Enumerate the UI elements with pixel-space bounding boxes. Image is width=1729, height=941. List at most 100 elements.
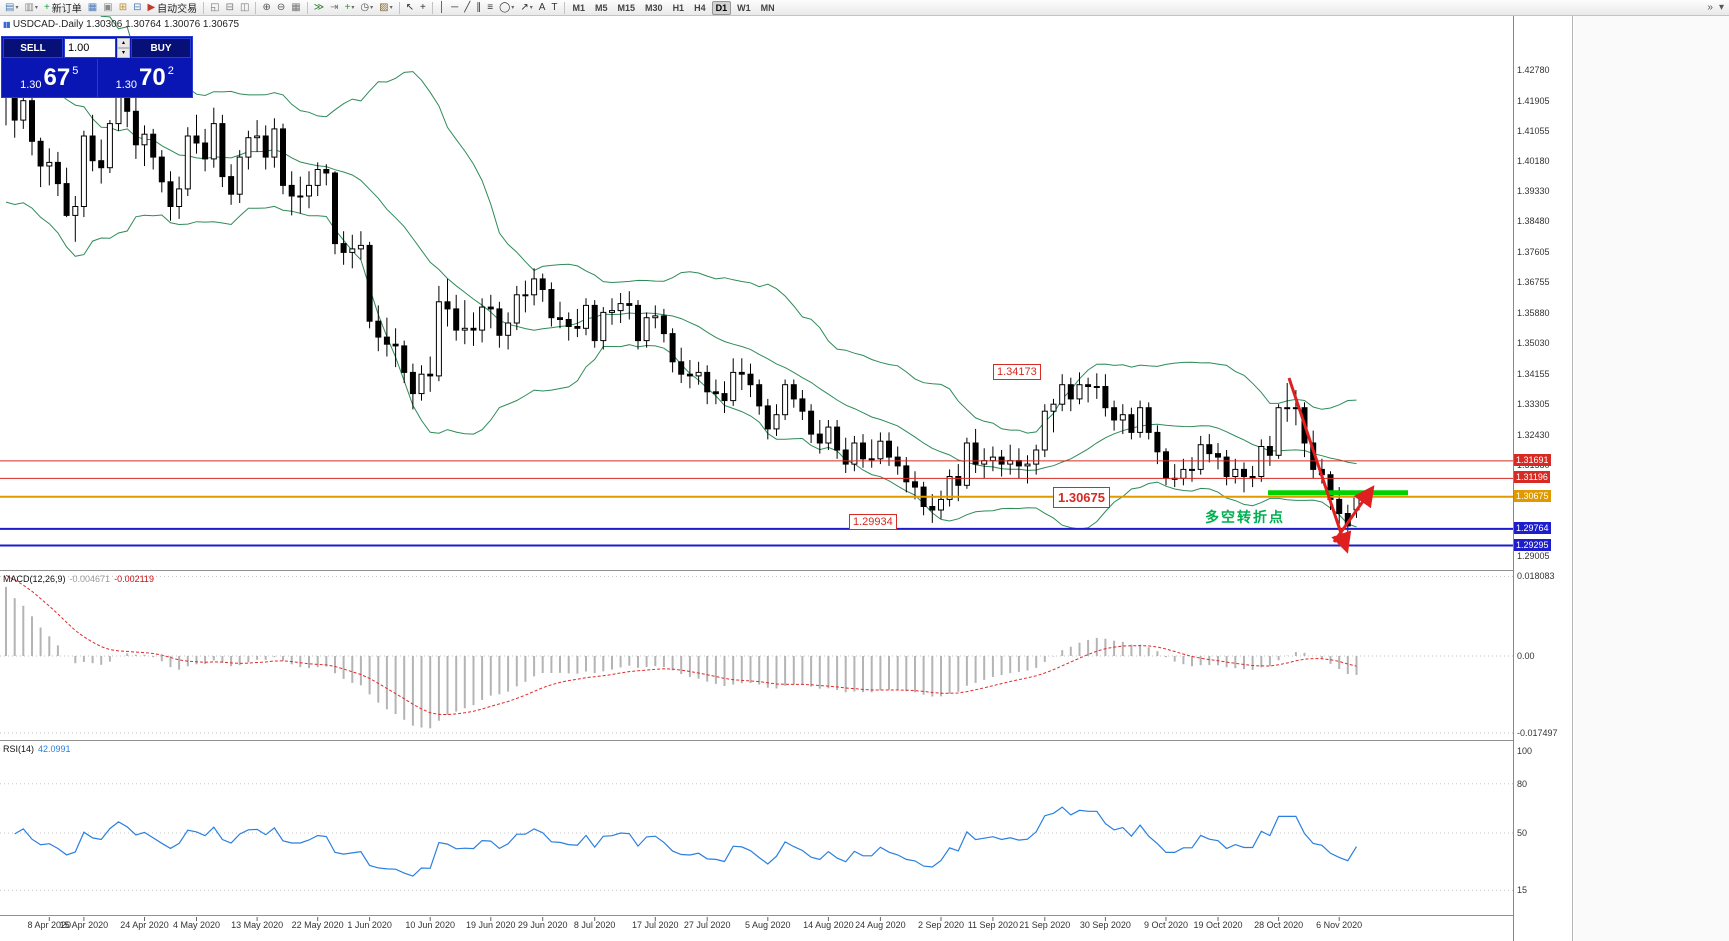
- volume-up-button[interactable]: ▴: [117, 38, 130, 48]
- indicators-button[interactable]: + ▾: [343, 1, 357, 15]
- auto-scroll-button[interactable]: ≫: [312, 1, 326, 15]
- cursor-button[interactable]: ↖: [404, 1, 416, 15]
- auto-trading-icon: ▶: [147, 1, 156, 13]
- auto-trading-button-label: 自动交易: [157, 4, 198, 15]
- timeframe-m1-button[interactable]: M1: [569, 1, 590, 15]
- tile-horizontally-button[interactable]: ⊟: [224, 1, 236, 15]
- text-button[interactable]: A: [537, 1, 548, 15]
- panel-splitter-macd[interactable]: [0, 570, 1573, 572]
- new-chart-button[interactable]: ▤ ▾: [3, 1, 20, 15]
- timeframe-d1-button[interactable]: D1: [711, 0, 732, 15]
- cascade-windows-button[interactable]: ◱: [208, 1, 221, 15]
- new-chart-icon: ▤: [5, 1, 15, 13]
- tile-windows-button[interactable]: ▦: [289, 1, 302, 15]
- buy-button[interactable]: BUY: [131, 38, 191, 58]
- shapes-button[interactable]: ◯ ▾: [497, 1, 516, 15]
- chevron-down-icon: ▾: [511, 5, 515, 11]
- price-axis-label: 1.40180: [1517, 156, 1550, 167]
- date-axis-label: 8 Jul 2020: [573, 920, 616, 930]
- toolbar-menu-button[interactable]: ▾: [1717, 1, 1726, 15]
- price-axis-label: 1.37605: [1517, 247, 1550, 258]
- macd-axis-label: 0.00: [1517, 651, 1535, 661]
- crosshair-button[interactable]: +: [418, 1, 428, 15]
- trendline-icon: ╱: [464, 1, 471, 13]
- toolbar-more-icon: »: [1707, 2, 1713, 13]
- fibonacci-button[interactable]: ≡: [485, 1, 495, 15]
- arrows-button[interactable]: ↗ ▾: [518, 1, 534, 15]
- price-axis-tag: 1.29764: [1514, 521, 1551, 534]
- periods-icon: ◷: [360, 1, 370, 13]
- rsi-value: 42.0991: [38, 744, 71, 754]
- timeframe-mn-button[interactable]: MN: [757, 1, 779, 15]
- date-axis-label: 24 Aug 2020: [855, 920, 906, 930]
- timeframe-h4-button[interactable]: H4: [690, 1, 710, 15]
- horizontal-line-icon: ─: [451, 1, 459, 13]
- timeframe-m30-button[interactable]: M30: [641, 1, 667, 15]
- panel-splitter-rsi[interactable]: [0, 740, 1573, 742]
- trendline-button[interactable]: ╱: [462, 1, 472, 15]
- rsi-axis-label: 100: [1517, 746, 1533, 756]
- date-axis-label: 11 Sep 2020: [967, 920, 1019, 930]
- price-axis-label: 1.41905: [1517, 95, 1550, 106]
- zoom-out-button[interactable]: ⊖: [275, 1, 287, 15]
- sell-button[interactable]: SELL: [3, 38, 63, 58]
- profiles-button[interactable]: ▥ ▾: [22, 1, 39, 15]
- date-axis[interactable]: 8 Apr 2020 15 Apr 2020 24 Apr 2020 4 May 20…: [0, 917, 1513, 941]
- date-axis-label: 2 Sep 2020: [917, 920, 965, 930]
- timeframe-m5-button[interactable]: M5: [591, 1, 612, 15]
- price-axis[interactable]: 1.42780 1.41905 1.41055 1.40180 1.39330 1.384…: [1513, 0, 1573, 941]
- timeframe-h1-button[interactable]: H1: [669, 1, 689, 15]
- toolbar-menu-icon: ▾: [1718, 2, 1724, 13]
- toolbar: ▤ ▾ ▥ ▾ + 新订单 ▦ ▣ ⊞ ⊟ ▶ 自动交易 ◱ ⊟ ◫ ⊕ ⊖ ▦ ≫ ⇥ + ▾ ◷ ▾ ▨ ▾ ↖ + │ ─ ╱ ∥ ≡ ◯ ▾…: [0, 0, 1729, 16]
- price-annotation-current: 1.30675: [1053, 487, 1110, 508]
- buy-price-display[interactable]: 1.30 70 2: [98, 59, 193, 97]
- chart-shift-button[interactable]: ⇥: [328, 1, 340, 15]
- templates-icon: ▨: [379, 1, 389, 13]
- periods-button[interactable]: ◷ ▾: [358, 1, 375, 15]
- vertical-line-button[interactable]: │: [437, 1, 447, 15]
- price-axis-label: 1.41055: [1517, 125, 1550, 136]
- sell-price-display[interactable]: 1.30 67 5: [2, 59, 97, 97]
- trend-note-text: 多空转折点: [1205, 509, 1285, 525]
- date-axis-label: 17 Jul 2020: [632, 920, 679, 930]
- text-label-icon: T: [551, 1, 558, 13]
- volume-input[interactable]: [64, 38, 116, 58]
- navigator-button[interactable]: ⊞: [117, 1, 129, 15]
- tile-windows-icon: ▦: [291, 1, 301, 13]
- symbol-ohlc-overlay: ▮▮ USDCAD-.Daily 1.30306 1.30764 1.30076…: [3, 19, 239, 30]
- cursor-icon: ↖: [405, 1, 415, 13]
- volume-down-button[interactable]: ▾: [117, 48, 130, 58]
- date-axis-label: 19 Oct 2020: [1193, 920, 1243, 930]
- data-window-button[interactable]: ▣: [101, 1, 114, 15]
- channel-button[interactable]: ∥: [474, 1, 483, 15]
- date-axis-label: 14 Aug 2020: [803, 920, 854, 930]
- tile-horizontally-icon: ⊟: [225, 1, 235, 13]
- chart-plot-area[interactable]: [0, 0, 1513, 941]
- price-axis-tag: 1.30675: [1514, 489, 1551, 502]
- price-axis-label: 1.36755: [1517, 277, 1550, 288]
- chart-shift-icon: ⇥: [330, 1, 339, 13]
- terminal-button[interactable]: ⊟: [131, 1, 143, 15]
- auto-trading-button[interactable]: ▶ 自动交易: [145, 1, 199, 15]
- rsi-axis-label: 50: [1517, 828, 1528, 838]
- timeframe-w1-button[interactable]: W1: [733, 1, 755, 15]
- fibonacci-icon: ≡: [487, 1, 494, 13]
- new-order-button[interactable]: + 新订单: [42, 1, 84, 15]
- volume-stepper: ▴ ▾: [117, 38, 130, 58]
- price-axis-label: 1.29005: [1517, 550, 1550, 561]
- text-label-button[interactable]: T: [549, 1, 559, 15]
- timeframe-m15-button[interactable]: M15: [614, 1, 640, 15]
- toolbar-separator: [255, 1, 257, 14]
- horizontal-line-button[interactable]: ─: [449, 1, 460, 15]
- one-click-prices-row: 1.30 67 5 1.30 70 2: [2, 59, 192, 97]
- toolbar-more-button[interactable]: »: [1705, 1, 1715, 15]
- panel-splitter-date[interactable]: [0, 915, 1573, 917]
- tile-vertically-button[interactable]: ◫: [238, 1, 251, 15]
- templates-button[interactable]: ▨ ▾: [377, 1, 394, 15]
- market-watch-button[interactable]: ▦: [86, 1, 99, 15]
- arrows-icon: ↗: [520, 1, 529, 13]
- rsi-indicator-label: RSI(14) 42.0991: [3, 744, 71, 754]
- zoom-in-button[interactable]: ⊕: [260, 1, 272, 15]
- price-axis-tag: 1.29295: [1514, 538, 1551, 551]
- one-click-controls-row: SELL ▴ ▾ BUY: [2, 37, 192, 59]
